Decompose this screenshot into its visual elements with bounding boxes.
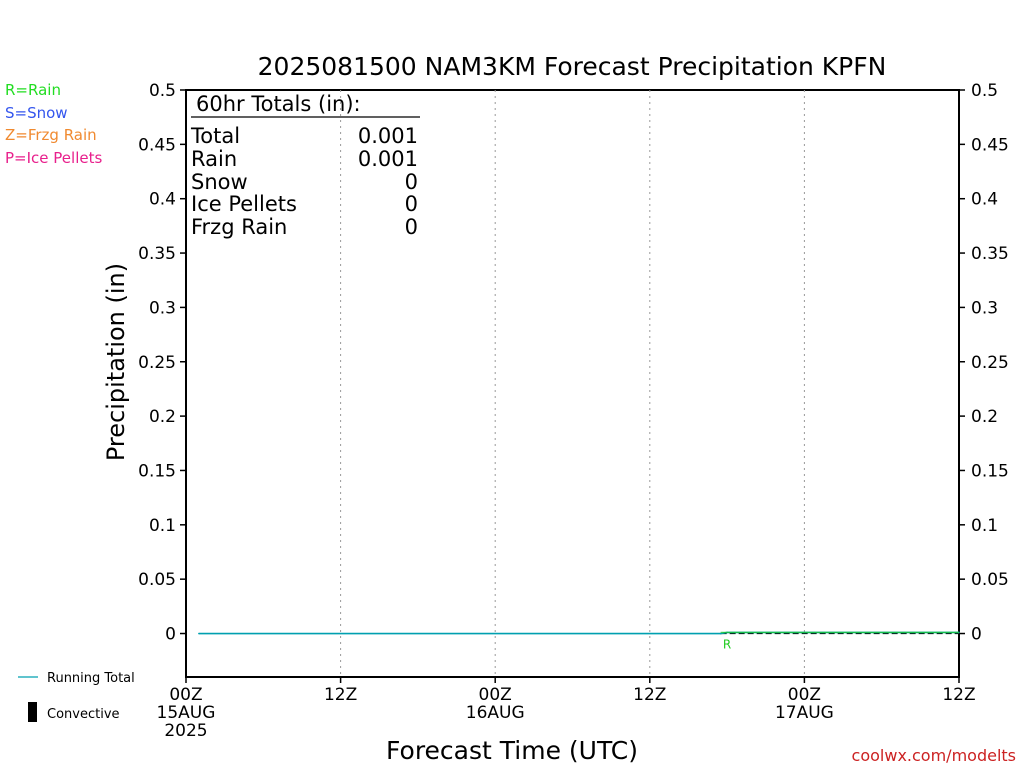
plot-frame [185,89,960,678]
y-tick-label-right: 0.15 [971,461,1009,481]
legend-frzg-rain: Z=Frzg Rain [5,126,97,144]
convective-legend-swatch [28,702,37,722]
totals-label-frzg-rain: Frzg Rain [191,215,287,239]
y-tick-label-left: 0.15 [138,461,176,481]
y-tick-label-right: 0.05 [971,570,1009,590]
totals-value-snow: 0 [405,170,418,194]
totals-label-total: Total [190,124,240,148]
x-tick-label: 16AUG [466,703,525,723]
x-tick-label: 00Z [479,685,512,705]
running-total-point [198,632,200,635]
x-tick-label: 2025 [164,721,207,741]
totals-label-rain: Rain [191,147,237,171]
totals-value-frzg-rain: 0 [405,215,418,239]
series-legend: Running Total Convective [18,671,135,722]
running-total-legend-label: Running Total [47,671,135,686]
y-tick-label-left: 0.05 [138,570,176,590]
x-tick-label: 17AUG [775,703,834,723]
totals-label-ice-pellets: Ice Pellets [191,192,297,216]
y-tick-label-left: 0.3 [149,298,176,318]
credit-text: coolwx.com/modelts [852,746,1016,765]
y-tick-label-right: 0.3 [971,298,998,318]
y-axis-label: Precipitation (in) [102,263,130,461]
x-tick-label: 15AUG [157,703,216,723]
series-layer: R [198,631,960,652]
grid-lines [340,90,805,677]
totals-label-snow: Snow [191,170,248,194]
y-tick-label-right: 0.4 [971,190,998,210]
y-tick-label-left: 0.5 [149,81,176,101]
x-tick-label: 12Z [633,685,666,705]
legend-ice-pellets: P=Ice Pellets [5,149,102,167]
y-tick-label-left: 0.45 [138,135,176,155]
y-tick-label-left: 0.25 [138,353,176,373]
x-axis-label: Forecast Time (UTC) [386,736,638,765]
y-tick-label-left: 0.1 [149,516,176,536]
y-tick-label-right: 0 [971,625,982,645]
convective-legend-label: Convective [47,707,120,722]
y-tick-label-right: 0.2 [971,407,998,427]
y-tick-label-right: 0.35 [971,244,1009,264]
y-tick-label-right: 0.1 [971,516,998,536]
y-axis-ticks: 0.5 0.5 0.45 0.45 0.4 0.4 0.35 0.35 0.3 0.3 0.25 0.… [138,81,1009,645]
legend-rain: R=Rain [5,81,61,99]
totals-heading: 60hr Totals (in): [196,92,361,116]
chart-title: 2025081500 NAM3KM Forecast Precipitation… [258,52,887,81]
totals-value-rain: 0.001 [358,147,418,171]
y-tick-label-right: 0.25 [971,353,1009,373]
x-tick-label: 00Z [788,685,821,705]
y-tick-label-left: 0 [165,625,176,645]
y-tick-label-left: 0.35 [138,244,176,264]
precip-type-legend: R=Rain S=Snow Z=Frzg Rain P=Ice Pellets [5,81,102,167]
totals-box: 60hr Totals (in): Total 0.001 Rain 0.001… [190,92,420,239]
y-tick-label-left: 0.4 [149,190,176,210]
totals-value-ice-pellets: 0 [405,192,418,216]
y-tick-label-left: 0.2 [149,407,176,427]
legend-snow: S=Snow [5,104,68,122]
y-tick-label-right: 0.5 [971,81,998,101]
y-tick-label-right: 0.45 [971,135,1009,155]
totals-value-total: 0.001 [358,124,418,148]
x-tick-label: 12Z [942,685,975,705]
x-tick-label: 12Z [324,685,357,705]
x-tick-label: 00Z [169,685,202,705]
precip-marker-rain: R [723,638,731,652]
